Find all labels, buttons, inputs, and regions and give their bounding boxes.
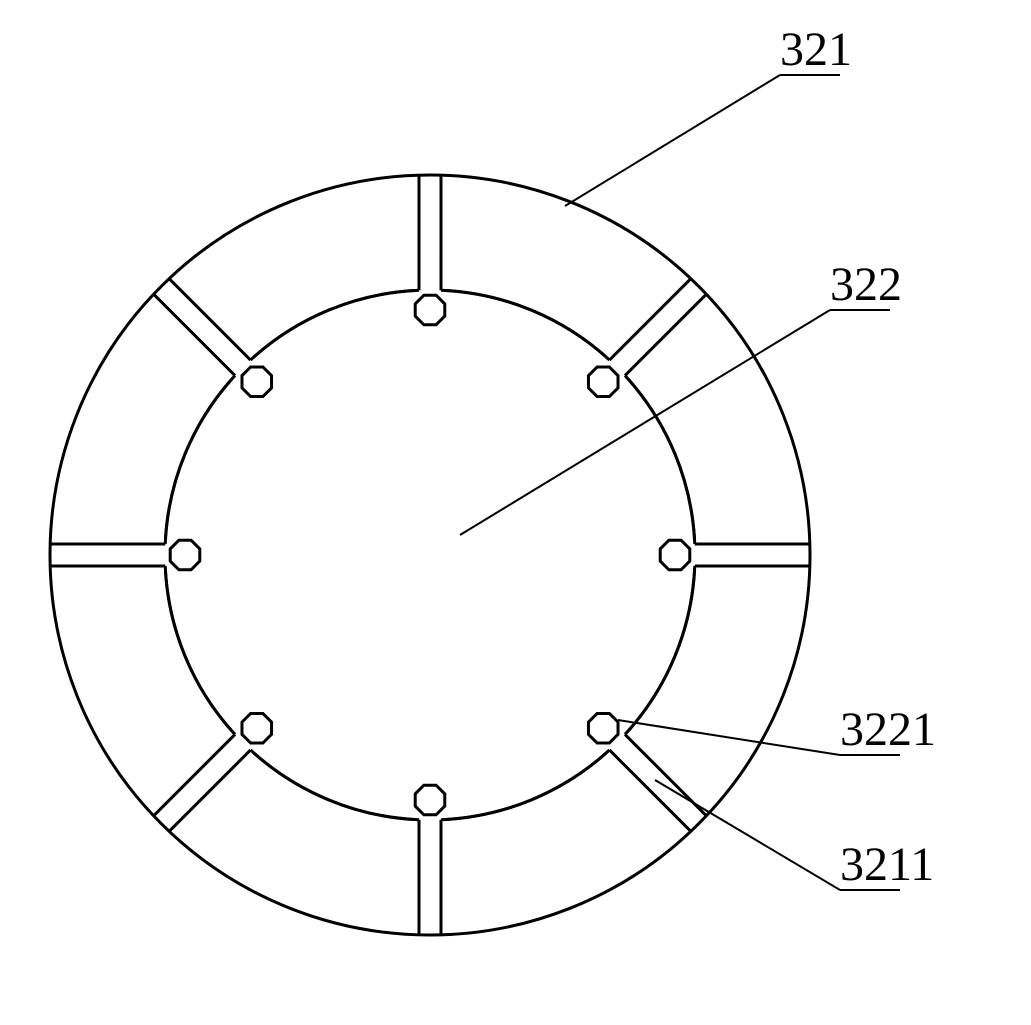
- outer-ring-inner-arc: [441, 750, 609, 820]
- callout-text-321: 321: [780, 23, 852, 76]
- ring-slot-wall: [154, 294, 235, 375]
- callout-leader-3221: [618, 720, 840, 755]
- inner-disc-edge-arc: [628, 379, 694, 539]
- inner-disc-edge-arc: [628, 571, 694, 731]
- outer-ring-inner-arc: [251, 290, 419, 360]
- ring-slot-wall: [625, 294, 706, 375]
- outer-ring-inner-arc: [165, 566, 235, 734]
- inner-disc-edge-arc: [165, 379, 231, 539]
- ring-slot-wall: [169, 279, 250, 360]
- callout-leader-321: [565, 75, 780, 206]
- outer-ring-inner-arc: [625, 376, 695, 544]
- callout-leader-322: [460, 310, 830, 535]
- disc-stub: [588, 367, 618, 397]
- disc-stub: [415, 295, 445, 325]
- ring-slot-wall: [154, 734, 235, 815]
- outer-ring-inner-arc: [441, 290, 609, 360]
- disc-stub: [660, 540, 690, 570]
- inner-disc-edge-arc: [254, 753, 414, 819]
- ring-slot-wall: [609, 279, 690, 360]
- disc-stub: [588, 713, 618, 743]
- outer-ring-inner-arc: [165, 376, 235, 544]
- callout-text-3211: 3211: [840, 838, 934, 891]
- callout-text-3221: 3221: [840, 703, 936, 756]
- disc-stub: [242, 367, 272, 397]
- ring-slot-wall: [169, 750, 250, 831]
- callout-text-322: 322: [830, 258, 902, 311]
- outer-ring-outer-circle: [50, 175, 810, 935]
- disc-stub: [242, 713, 272, 743]
- inner-disc-edge-arc: [446, 290, 606, 356]
- callout-leader-3211: [655, 780, 840, 890]
- outer-ring-inner-arc: [625, 566, 695, 734]
- inner-disc-edge-arc: [446, 753, 606, 819]
- disc-stub: [415, 785, 445, 815]
- disc-stub: [170, 540, 200, 570]
- ring-slot-wall: [609, 750, 690, 831]
- outer-ring-inner-arc: [251, 750, 419, 820]
- inner-disc-edge-arc: [254, 290, 414, 356]
- inner-disc-edge-arc: [165, 571, 231, 731]
